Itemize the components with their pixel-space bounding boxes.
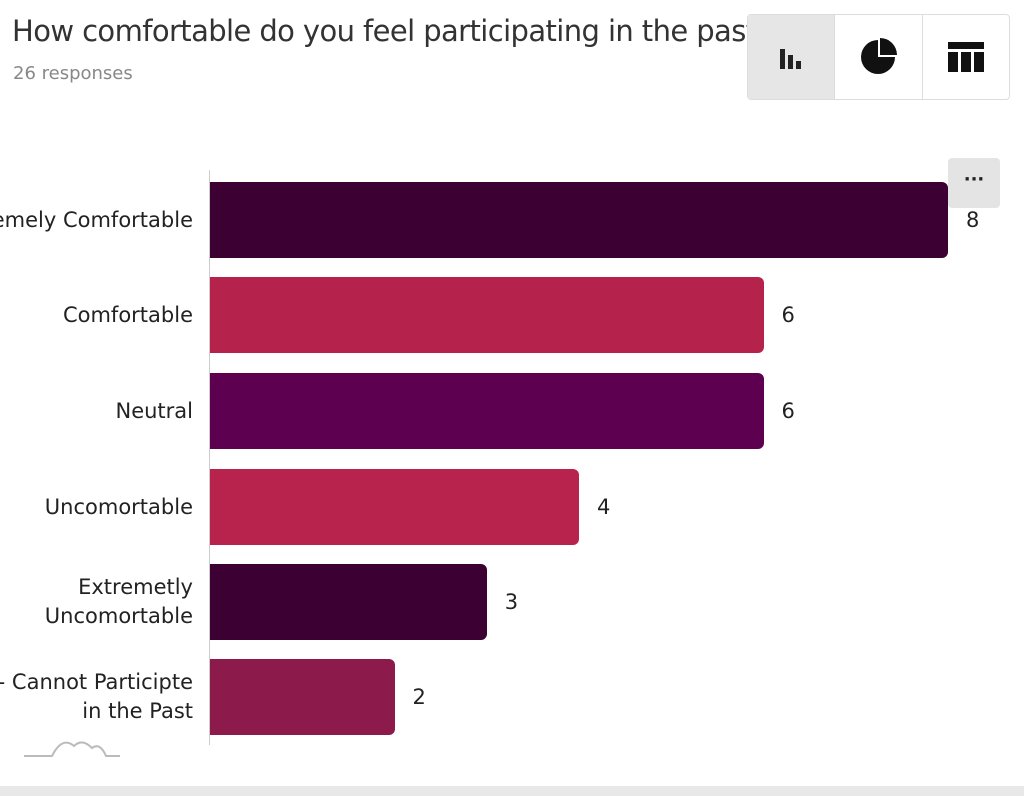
table-view-button[interactable] — [921, 15, 1009, 99]
value-label: 6 — [781, 303, 795, 327]
value-label: 2 — [412, 685, 426, 709]
category-label: Uncomortable — [44, 494, 193, 519]
category-label: Comfortable — [62, 302, 193, 327]
chart-subtitle: 26 responses — [13, 63, 133, 84]
value-label: 6 — [781, 399, 795, 423]
value-label: 3 — [504, 590, 519, 614]
bar — [210, 469, 579, 545]
footer-strip — [0, 786, 1024, 796]
more-button[interactable]: ··· — [948, 158, 1000, 208]
chart-title: How comfortable do you feel participatin… — [12, 14, 772, 48]
category-label: Extremely Comfortable — [0, 207, 193, 232]
logo — [24, 741, 120, 757]
bar — [210, 182, 948, 258]
category-label: Neutral — [115, 398, 193, 423]
bar — [210, 373, 764, 449]
bar — [210, 564, 487, 640]
axis-line — [209, 170, 210, 745]
category-label: Extremetly Uncomortable — [44, 575, 193, 628]
category-label: N/A - Cannot Participte in the Past — [0, 670, 193, 723]
bar-view-button[interactable] — [748, 15, 835, 99]
bar — [210, 659, 395, 735]
bar-icon — [780, 49, 802, 69]
view-toolbar — [747, 14, 1010, 100]
value-label: 8 — [966, 208, 980, 232]
table-icon — [947, 42, 984, 72]
pie-icon — [861, 38, 898, 74]
pie-view-button[interactable] — [834, 15, 921, 99]
value-label: 4 — [597, 495, 611, 519]
bar — [210, 277, 764, 353]
